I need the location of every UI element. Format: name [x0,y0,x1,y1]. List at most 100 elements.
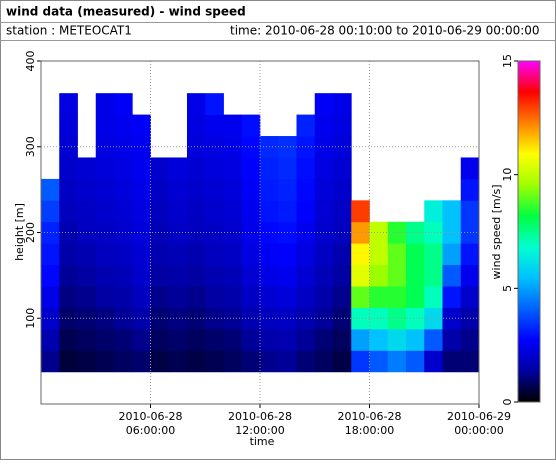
heat-cell [424,286,443,308]
heat-cell [132,328,151,351]
heat-cell [460,178,480,201]
heat-cell [168,243,188,266]
heat-cell [333,307,352,330]
heat-cell [406,264,425,287]
heat-cell [278,264,297,287]
heat-cell [314,157,334,180]
heat-cell [333,264,352,287]
heat-cell [132,286,151,308]
heat-cell [205,93,224,115]
heat-cell [369,307,389,330]
heat-cell [333,350,352,373]
heat-cell [168,350,188,373]
heat-cell [205,136,224,158]
heat-cell [150,350,170,373]
x-tick-label: 2010-06-28 06:00:00 [119,410,183,437]
heat-cell [41,264,60,287]
heat-cell [150,243,170,266]
plot-border [40,60,480,405]
heat-cell [132,243,151,266]
heat-cell [406,286,425,308]
heat-cell [260,286,279,308]
heat-cell [95,350,115,373]
heat-cell [333,93,352,115]
heat-cell [351,264,370,287]
heat-cell [333,221,352,244]
heat-cell [59,286,78,308]
heat-cell [150,328,170,351]
heat-cell [132,157,151,180]
heat-cell [114,136,133,158]
heat-cell [223,221,243,244]
heat-cell [59,264,78,287]
heat-cell [369,264,389,287]
heat-cell [77,243,97,266]
heat-cell [132,114,151,137]
heat-cell [278,286,297,308]
heat-cell [114,243,133,266]
heat-cell [95,221,115,244]
heat-cell [77,264,97,287]
heat-cell [314,264,334,287]
heat-cell [424,350,443,373]
heat-cell [241,264,261,287]
heat-cell [59,157,78,180]
heat-cell [278,350,297,373]
heat-cell [95,286,115,308]
heat-cell [187,307,206,330]
heat-cell [406,243,425,266]
heat-cell [41,328,60,351]
heat-cell [314,328,334,351]
heat-cell [241,157,261,180]
heat-cell [241,178,261,201]
colorbar-tick-label: 10 [501,168,514,182]
heat-cell [77,328,97,351]
heat-cell [314,93,334,115]
heat-cell [223,136,243,158]
heat-cell [95,157,115,180]
heat-cell [114,114,133,137]
heat-cell [260,178,279,201]
heat-cell [460,286,480,308]
heat-cell [460,264,480,287]
heat-cell [41,200,60,223]
heat-cell [406,328,425,351]
heat-cell [296,243,316,266]
heat-cell [223,307,243,330]
heat-cell [187,136,206,158]
heat-cell [314,243,334,266]
heat-cell [260,328,279,351]
heat-cell [442,264,462,287]
heat-cell [333,328,352,351]
heat-cell [387,264,407,287]
heat-cell [333,178,352,201]
heat-cell [223,243,243,266]
heat-cell [241,350,261,373]
heat-cell [187,243,206,266]
heat-cell [187,350,206,373]
heat-cell [351,243,370,266]
heat-cell [278,243,297,266]
heat-cell [205,307,224,330]
heat-cell [168,264,188,287]
heat-cell [223,178,243,201]
heat-cell [387,286,407,308]
heat-cell [132,178,151,201]
heat-cell [41,286,60,308]
heat-cell [442,200,462,223]
heat-cell [168,200,188,223]
heat-cell [424,200,443,223]
heat-cell [132,307,151,330]
heat-cell [333,114,352,137]
window-title: wind data (measured) - wind speed [6,5,246,19]
heat-cell [351,286,370,308]
heat-cell [95,264,115,287]
heat-cell [114,286,133,308]
heat-cell [205,264,224,287]
heat-cell [351,221,370,244]
heat-cell [95,136,115,158]
heat-cell [460,328,480,351]
heat-cell [333,157,352,180]
heat-cell [296,286,316,308]
heat-cell [333,200,352,223]
